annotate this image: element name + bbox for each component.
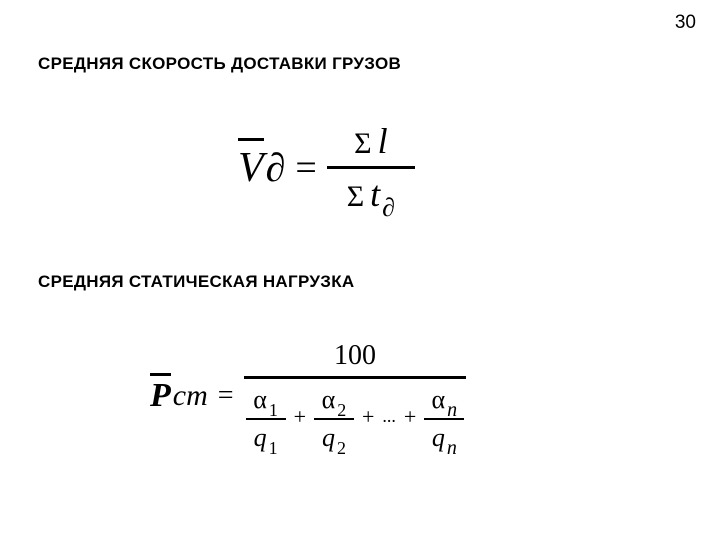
plus-sign: + — [404, 404, 416, 430]
v-bar-symbol: V — [238, 144, 264, 192]
fraction-bar — [246, 418, 286, 420]
subscript-2: 2 — [337, 400, 346, 421]
sigma-icon: Σ — [347, 182, 364, 212]
numerator-100: 100 — [334, 340, 376, 376]
fraction-sum-l-over-sum-t: Σ l Σ t ∂ — [327, 120, 415, 215]
alpha-symbol: α — [432, 385, 446, 415]
page-number: 30 — [675, 12, 696, 34]
equals-sign: = — [295, 146, 316, 190]
fraction-bar — [327, 166, 415, 169]
variable-q: q — [322, 423, 335, 453]
variable-V: V — [238, 145, 264, 191]
variable-P: P — [150, 377, 171, 414]
fraction-bar — [424, 418, 464, 420]
subscript-1: 1 — [269, 438, 278, 459]
ellipsis: ... — [382, 406, 396, 427]
subscript-d: ∂ — [382, 193, 395, 223]
term-n: α n q n — [424, 385, 464, 453]
denominator-sum: α 1 q 1 + α 2 — [244, 379, 467, 453]
heading-static-load: СРЕДНЯЯ СТАТИЧЕСКАЯ НАГРУЗКА — [38, 272, 354, 292]
plus-sign: + — [362, 404, 374, 430]
suffix-st: ст — [173, 379, 208, 413]
variable-q: q — [254, 423, 267, 453]
variable-t: t — [370, 173, 380, 215]
plus-sign: + — [294, 404, 306, 430]
slide-page: 30 СРЕДНЯЯ СКОРОСТЬ ДОСТАВКИ ГРУЗОВ V ∂ … — [0, 0, 720, 540]
variable-q: q — [432, 423, 445, 453]
term-2: α 2 q 2 — [314, 385, 354, 453]
formula-average-static-load: P ст = 100 α 1 q 1 — [150, 340, 466, 453]
main-fraction: 100 α 1 q 1 + — [244, 340, 467, 453]
subscript-n: n — [447, 437, 457, 460]
fraction-bar — [314, 418, 354, 420]
heading-delivery-speed: СРЕДНЯЯ СКОРОСТЬ ДОСТАВКИ ГРУЗОВ — [38, 54, 401, 74]
subscript-2: 2 — [337, 438, 346, 459]
subscript-n: n — [447, 399, 457, 422]
alpha-symbol: α — [322, 385, 336, 415]
formula-average-delivery-speed: V ∂ = Σ l Σ t ∂ — [238, 120, 415, 215]
sigma-icon: Σ — [354, 129, 371, 159]
subscript-d: ∂ — [266, 144, 286, 191]
equals-sign: = — [218, 380, 234, 412]
p-bar-symbol: P — [150, 377, 171, 415]
variable-l: l — [378, 120, 388, 162]
alpha-symbol: α — [253, 385, 267, 415]
term-1: α 1 q 1 — [246, 385, 286, 453]
subscript-1: 1 — [269, 400, 278, 421]
